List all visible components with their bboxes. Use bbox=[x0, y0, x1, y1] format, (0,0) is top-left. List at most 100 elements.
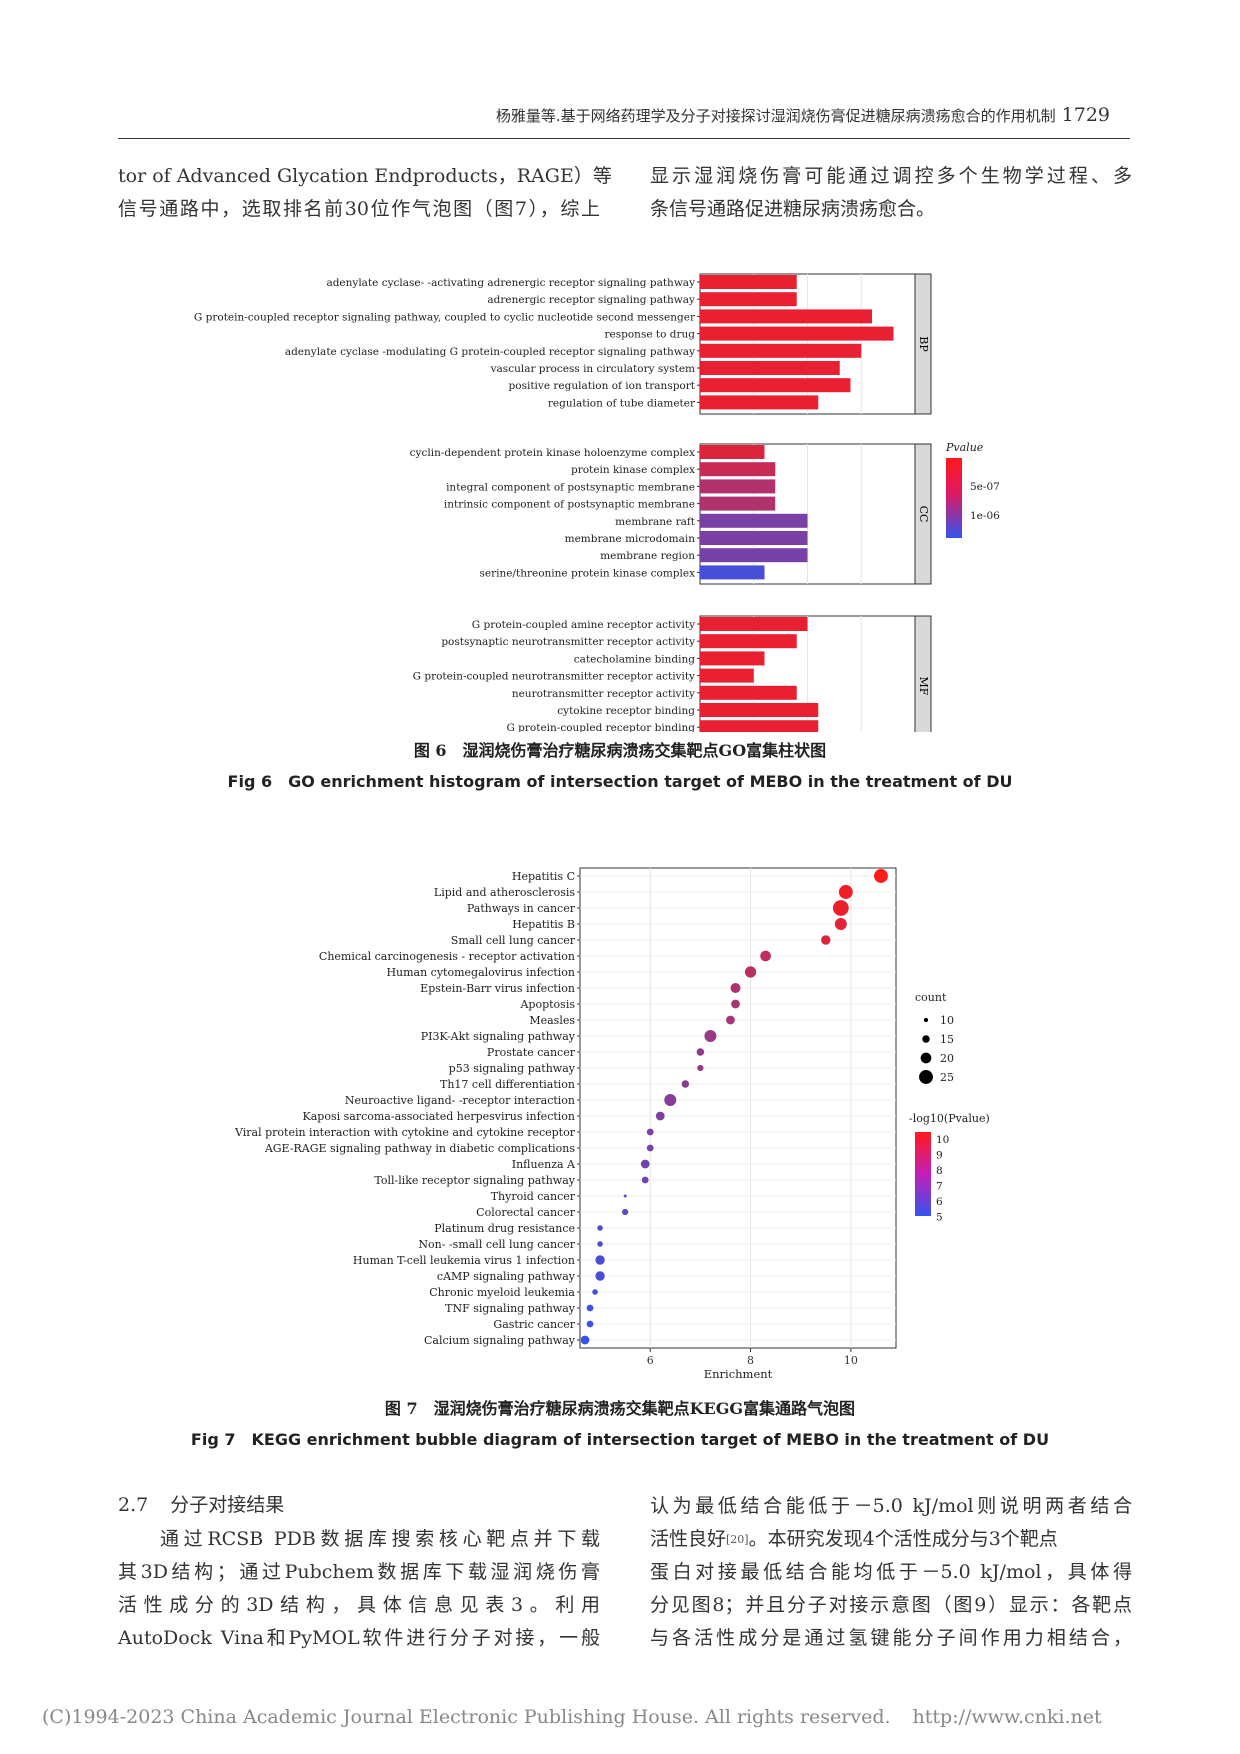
pathway-label: Hepatitis B bbox=[512, 918, 575, 931]
bubble bbox=[592, 1289, 598, 1295]
plot-panel bbox=[579, 867, 897, 1349]
x-tick-label: 10 bbox=[844, 1354, 858, 1367]
section-right-line-2b: 。本研究发现4个活性成分与3个靶点 bbox=[748, 1528, 1058, 1550]
category-label: cyclin-dependent protein kinase holoenzy… bbox=[410, 447, 695, 459]
size-legend-dot bbox=[922, 1035, 930, 1043]
bubble bbox=[874, 869, 888, 883]
bubble bbox=[697, 1064, 704, 1072]
kegg-bubble-chart: Hepatitis C Lipid and atherosclerosis Path… bbox=[234, 867, 990, 1380]
pathway-label: PI3K-Akt signaling pathway bbox=[421, 1030, 576, 1043]
category-label: vascular process in circulatory system bbox=[490, 363, 695, 375]
size-legend-dot bbox=[919, 1070, 933, 1084]
bubble bbox=[646, 1128, 654, 1136]
bar bbox=[700, 496, 776, 511]
pathway-label: Apoptosis bbox=[519, 998, 575, 1011]
bar bbox=[700, 531, 808, 545]
bar bbox=[700, 275, 797, 289]
bubble bbox=[597, 1225, 603, 1231]
intro-left-line-1: tor of Advanced Glycation Endproducts，RA… bbox=[118, 165, 612, 187]
pathway-label: Chronic myeloid leukemia bbox=[429, 1286, 575, 1299]
footer-url: http://www.cnki.net bbox=[912, 1706, 1102, 1728]
category-label: response to drug bbox=[605, 329, 696, 341]
category-label: regulation of tube diameter bbox=[548, 397, 696, 409]
category-label: membrane raft bbox=[615, 516, 696, 528]
pathway-label: Hepatitis C bbox=[512, 870, 575, 883]
pathway-label: Non- -small cell lung cancer bbox=[418, 1238, 575, 1251]
bubble bbox=[622, 1208, 629, 1216]
bar bbox=[700, 292, 797, 307]
x-tick-label: 8 bbox=[747, 1354, 754, 1367]
facet-strip-MF bbox=[914, 615, 932, 732]
bar bbox=[700, 668, 754, 683]
category-label: serine/threonine protein kinase complex bbox=[480, 567, 696, 579]
bar bbox=[700, 445, 765, 459]
pathway-label: Influenza A bbox=[512, 1158, 576, 1171]
pathway-label: TNF signaling pathway bbox=[445, 1302, 576, 1315]
pathway-label: Human T-cell leukemia virus 1 infection bbox=[353, 1254, 575, 1267]
bubble bbox=[834, 918, 847, 930]
fig6-caption-en: Fig 6 GO enrichment histogram of interse… bbox=[227, 772, 1013, 791]
bar bbox=[700, 343, 862, 358]
intro-right-line-2: 条信号通路促进糖尿病溃疡愈合。 bbox=[650, 198, 936, 220]
bubble bbox=[681, 1080, 690, 1088]
section-right-line-4: 分见图8；并且分子对接示意图（图9）显示：各靶点 bbox=[650, 1594, 1132, 1616]
pathway-label: Measles bbox=[529, 1014, 575, 1027]
footer: (C)1994-2023 China Academic Journal Elec… bbox=[42, 1706, 1102, 1728]
bubble bbox=[597, 1241, 603, 1247]
category-label: neurotransmitter receptor activity bbox=[512, 688, 695, 700]
running-head: 杨雅量等.基于网络药理学及分子对接探讨湿润烧伤膏促进糖尿病溃疡愈合的作用机制 17… bbox=[496, 104, 1110, 126]
pathway-label: Pathways in cancer bbox=[467, 902, 576, 915]
bubble bbox=[641, 1176, 649, 1184]
legend-title: Pvalue bbox=[945, 441, 984, 454]
page-number: 1729 bbox=[1061, 104, 1110, 126]
running-title: 杨雅量等.基于网络药理学及分子对接探讨湿润烧伤膏促进糖尿病溃疡愈合的作用机制 bbox=[495, 107, 1056, 125]
legend-colorbar bbox=[946, 458, 962, 538]
bubble bbox=[730, 982, 741, 994]
size-legend-label: 15 bbox=[940, 1033, 954, 1046]
category-label: adenylate cyclase -modulating G protein-… bbox=[285, 346, 695, 358]
color-legend-tick: 9 bbox=[936, 1150, 943, 1162]
bubble bbox=[595, 1271, 605, 1281]
bubble bbox=[655, 1111, 665, 1121]
section-title: 2.7 分子对接结果 bbox=[118, 1490, 284, 1517]
bar bbox=[700, 651, 765, 666]
section-left-line-2: 其3D结构；通过Pubchem数据库下载湿润烧伤膏 bbox=[118, 1561, 600, 1583]
bar bbox=[700, 548, 808, 563]
bubble bbox=[646, 1144, 654, 1152]
bubble bbox=[623, 1194, 627, 1198]
bar bbox=[700, 309, 872, 324]
bar bbox=[700, 361, 840, 375]
facet-strip-CC bbox=[914, 443, 932, 585]
bubble bbox=[586, 1304, 594, 1312]
section-left-line-4: AutoDock Vina和PyMOL软件进行分子对接，一般 bbox=[118, 1627, 600, 1649]
intro-right-line-1: 显示湿润烧伤膏可能通过调控多个生物学过程、多 bbox=[650, 165, 1132, 187]
size-legend-dot bbox=[923, 1017, 929, 1023]
facet-label: CC bbox=[917, 506, 930, 523]
section-left-line-1: 通过RCSB PDB数据库搜索核心靶点并下载 bbox=[160, 1528, 600, 1550]
legend-tick: 5e-07 bbox=[970, 481, 1000, 493]
size-legend-label: 25 bbox=[940, 1071, 954, 1084]
bar bbox=[700, 479, 776, 494]
bar bbox=[700, 395, 819, 410]
bubble bbox=[640, 1159, 650, 1169]
pathway-label: Chemical carcinogenesis - receptor activ… bbox=[319, 950, 575, 963]
bar bbox=[700, 513, 808, 528]
category-label: adenylate cyclase- -activating adrenergi… bbox=[326, 277, 695, 289]
pathway-label: p53 signaling pathway bbox=[449, 1062, 576, 1075]
category-label: G protein-coupled amine receptor activit… bbox=[472, 619, 695, 631]
bubble bbox=[664, 1094, 677, 1106]
category-label: membrane microdomain bbox=[565, 533, 696, 545]
bar bbox=[700, 703, 819, 717]
fig6-caption-cn: 图 6 湿润烧伤膏治疗糖尿病溃疡交集靶点GO富集柱状图 bbox=[413, 741, 827, 760]
pathway-label: Calcium signaling pathway bbox=[424, 1334, 576, 1347]
go-bar-chart: BP adenylate cyclase- -activating adrener… bbox=[194, 273, 1000, 732]
bubble bbox=[838, 885, 853, 899]
color-legend-tick: 7 bbox=[936, 1181, 943, 1193]
category-label: cytokine receptor binding bbox=[557, 705, 695, 717]
pathway-label: Prostate cancer bbox=[487, 1046, 576, 1059]
pathway-label: Human cytomegalovirus infection bbox=[386, 966, 575, 979]
color-legend-tick: 8 bbox=[936, 1165, 943, 1177]
section-right-line-1: 认为最低结合能低于－5.0 kJ/mol则说明两者结合 bbox=[650, 1495, 1132, 1517]
bubble bbox=[731, 999, 740, 1009]
section-right-line-3: 蛋白对接最低结合能均低于－5.0 kJ/mol，具体得 bbox=[650, 1561, 1132, 1583]
